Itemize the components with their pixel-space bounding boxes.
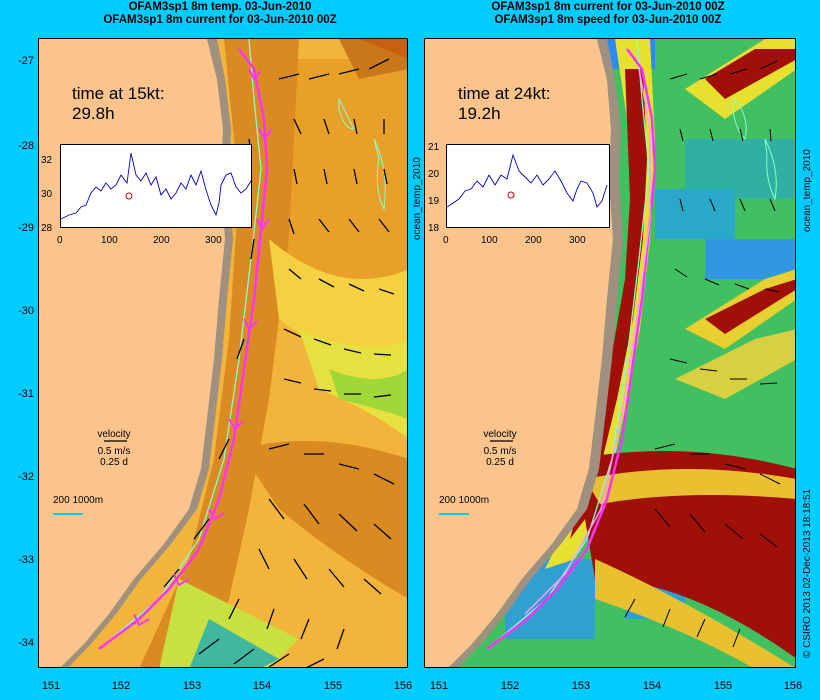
velocity-arrows: [624, 60, 781, 648]
legend-speed: 0.5 m/s: [97, 446, 131, 457]
x-tick-label: 152: [111, 680, 131, 692]
coastline: [61, 39, 233, 667]
temperature-timeseries: [60, 152, 252, 220]
inset-y-tick: 20: [428, 169, 440, 180]
x-tick-label: 153: [571, 680, 591, 692]
current-time-marker: [507, 191, 515, 199]
time-at-speed-box: time at 15kt: 29.8h: [72, 84, 165, 124]
y-tick-label: -32: [18, 471, 34, 483]
side-label: ocean_temp_2010: [802, 149, 813, 232]
time-at-speed-box: time at 24kt: 19.2h: [458, 84, 551, 124]
inset-x-tick: 200: [525, 235, 542, 246]
inset-x-tick: 0: [57, 235, 63, 246]
left-panel-title: OFAM3sp1 8m temp. 03-Jun-2010 OFAM3sp1 8…: [40, 1, 400, 27]
velocity-arrows: [133, 58, 395, 667]
time-label: time at 15kt:: [72, 84, 165, 103]
x-tick-label: 154: [252, 680, 272, 692]
ship-track: [98, 48, 269, 650]
legend-time: 0.25 d: [100, 457, 128, 468]
inset-y-tick: 30: [41, 189, 53, 200]
legend-time: 0.25 d: [486, 457, 514, 468]
x-tick-label: 153: [182, 680, 202, 692]
time-label: time at 24kt:: [458, 84, 551, 103]
time-value: 19.2h: [458, 104, 501, 123]
current-core: [570, 69, 647, 539]
x-tick-label: 156: [783, 680, 803, 692]
temperature-map-panel: time at 15kt: 29.8h 32 30 28 0 100 200 3…: [38, 38, 408, 668]
y-tick-label: -31: [18, 388, 34, 400]
current-time-marker: [125, 192, 133, 200]
velocity-legend: velocity 0.5 m/s 0.25 d: [79, 429, 149, 468]
inset-x-tick: 300: [205, 235, 222, 246]
temperature-timeseries-inset: [60, 144, 252, 228]
right-title-line1: OFAM3sp1 8m current for 03-Jun-2010 00Z: [491, 1, 725, 13]
y-tick-label: -33: [18, 554, 34, 566]
x-tick-label: 151: [41, 680, 61, 692]
time-value: 29.8h: [72, 104, 115, 123]
legend-speed: 0.5 m/s: [483, 446, 517, 457]
inset-x-tick: 100: [101, 235, 118, 246]
speed-map-panel: time at 24kt: 19.2h 21 20 19 18 0 100 20…: [424, 38, 796, 668]
x-tick-label: 152: [500, 680, 520, 692]
speed-map: [425, 39, 795, 667]
warm-current-core: [139, 39, 299, 667]
inset-x-tick: 100: [481, 235, 498, 246]
footer-credit: © CSIRO 2013 02-Dec-2013 18:18:51: [802, 488, 813, 658]
y-tick-label: -34: [18, 637, 34, 649]
left-title-line2: OFAM3sp1 8m current for 03-Jun-2010 00Z: [103, 14, 337, 26]
y-tick-label: -30: [18, 305, 34, 317]
depth-scale-label: 200 1000m: [53, 495, 104, 506]
legend-title: velocity: [483, 429, 517, 440]
right-title-line2: OFAM3sp1 8m speed for 03-Jun-2010 00Z: [494, 14, 722, 26]
right-panel-title: OFAM3sp1 8m current for 03-Jun-2010 00Z …: [422, 1, 794, 27]
left-title-line1: OFAM3sp1 8m temp. 03-Jun-2010: [128, 1, 312, 13]
inset-y-tick: 18: [428, 223, 440, 234]
inset-y-tick: 32: [41, 155, 53, 166]
temperature-timeseries: [446, 153, 608, 208]
inset-y-tick: 28: [41, 223, 53, 234]
isobath-line: [98, 39, 262, 650]
y-tick-label: -27: [18, 55, 34, 67]
track-arrows: [133, 68, 272, 627]
y-tick-label: -28: [18, 140, 34, 152]
inset-side-label: ocean_temp_2010: [412, 157, 423, 240]
y-tick-label: -29: [18, 222, 34, 234]
velocity-legend: velocity 0.5 m/s 0.25 d: [465, 429, 535, 468]
inset-y-tick: 21: [428, 142, 440, 153]
coastline: [449, 39, 623, 667]
temperature-map: [39, 39, 407, 667]
x-tick-label: 154: [642, 680, 662, 692]
x-tick-label: 155: [323, 680, 343, 692]
inset-x-tick: 200: [153, 235, 170, 246]
inset-y-tick: 19: [428, 196, 440, 207]
ship-track: [486, 48, 657, 650]
inset-x-tick: 300: [569, 235, 586, 246]
x-tick-label: 151: [429, 680, 449, 692]
inset-x-tick: 0: [443, 235, 449, 246]
x-tick-label: 155: [713, 680, 733, 692]
temperature-timeseries-inset: [446, 144, 610, 228]
x-tick-label: 156: [393, 680, 413, 692]
depth-scale-label: 200 1000m: [439, 495, 490, 506]
legend-title: velocity: [97, 429, 131, 440]
